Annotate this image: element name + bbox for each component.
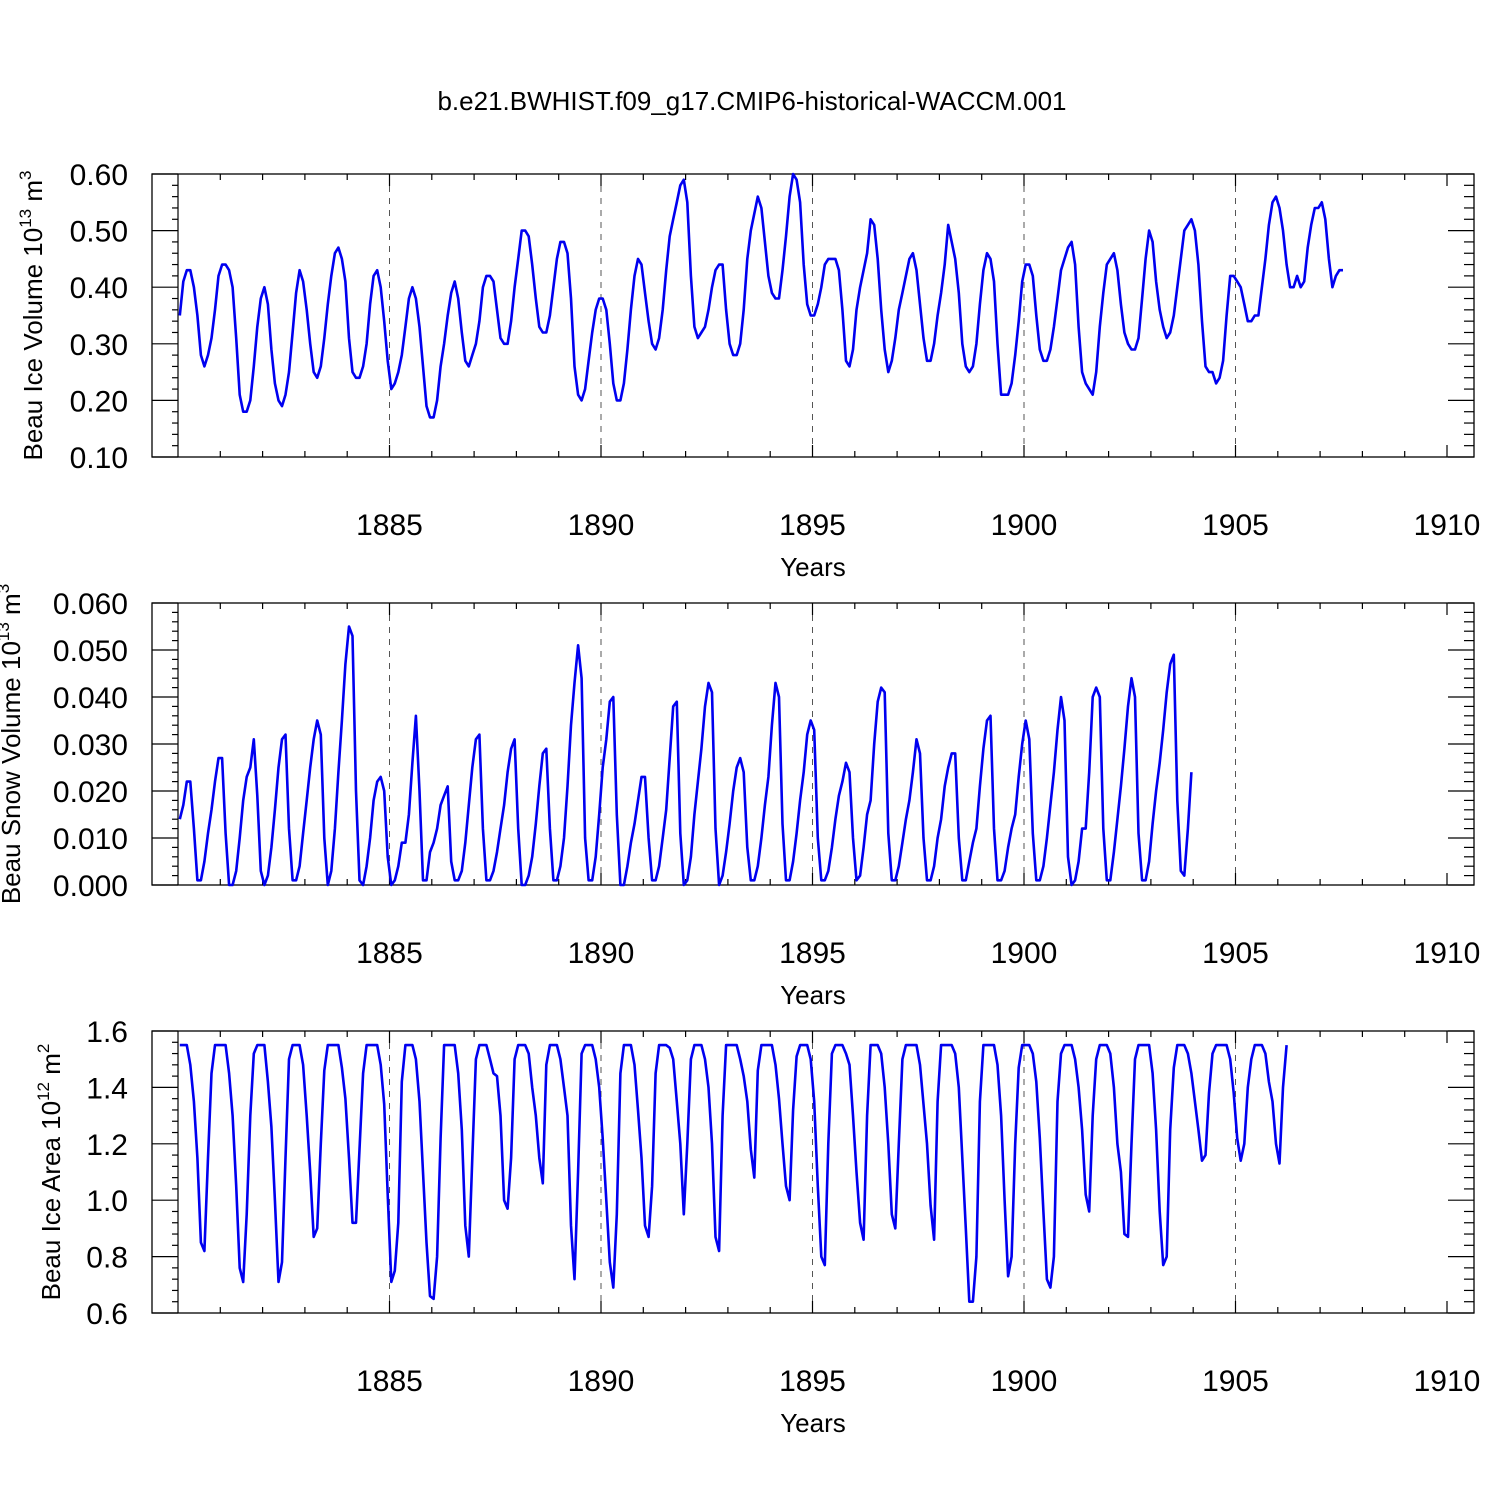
x-axis-title: Years [780, 980, 846, 1010]
series-line-ice-area [179, 1043, 1288, 1303]
plot-frame [151, 173, 1475, 458]
y-tick-label: 0.000 [53, 870, 128, 903]
x-tick-label: 1885 [356, 509, 423, 542]
y-tick-label: 0.010 [53, 823, 128, 856]
x-tick-label: 1910 [1414, 937, 1481, 970]
y-tick-label: 1.4 [86, 1072, 128, 1105]
x-tick-label: 1900 [991, 937, 1058, 970]
x-tick-label: 1900 [991, 1365, 1058, 1398]
x-tick-label: 1905 [1202, 509, 1269, 542]
y-tick-label: 0.40 [70, 272, 128, 305]
x-axis-title: Years [780, 1408, 846, 1438]
plot-frame [151, 602, 1475, 886]
x-tick-label: 1885 [356, 1365, 423, 1398]
y-tick-label: 0.060 [53, 588, 128, 621]
x-tick-label: 1890 [568, 937, 635, 970]
snow-volume-panel: 0.000 0.010 0.020 0.030 0.040 0.050 0.060 1885 1… [0, 584, 1480, 1010]
y-tick-label: 0.6 [86, 1298, 128, 1331]
figure-title: b.e21.BWHIST.f09_g17.CMIP6-historical-WA… [437, 86, 1066, 116]
y-axis-title: Beau Ice Volume 1013 m3 [16, 171, 48, 461]
x-tick-label: 1910 [1414, 1365, 1481, 1398]
series-line-ice-volume [178, 172, 1343, 419]
x-tick-label: 1890 [568, 1365, 635, 1398]
x-tick-label: 1895 [779, 937, 846, 970]
y-tick-label: 0.50 [70, 216, 128, 249]
y-tick-label: 0.050 [53, 635, 128, 668]
x-tick-label: 1895 [779, 1365, 846, 1398]
y-axis-title: Beau Snow Volume 1013 m3 [0, 584, 26, 904]
x-tick-label: 1895 [779, 509, 846, 542]
x-axis-title: Years [780, 552, 846, 582]
x-tick-label: 1910 [1414, 509, 1481, 542]
x-tick-label: 1885 [356, 937, 423, 970]
ice-area-panel: 0.6 0.8 1.0 1.2 1.4 1.6 1885 1890 1895 1900 1905 19… [34, 1016, 1480, 1438]
plot-frame [151, 1030, 1475, 1314]
y-tick-label: 0.10 [70, 442, 128, 475]
y-tick-label: 0.30 [70, 329, 128, 362]
y-tick-label: 1.6 [86, 1016, 128, 1049]
y-tick-label: 0.030 [53, 729, 128, 762]
y-tick-label: 1.2 [86, 1129, 128, 1162]
y-tick-label: 0.8 [86, 1242, 128, 1275]
x-tick-label: 1890 [568, 509, 635, 542]
y-tick-label: 0.60 [70, 159, 128, 192]
x-tick-label: 1905 [1202, 937, 1269, 970]
x-tick-label: 1900 [991, 509, 1058, 542]
series-line-snow-volume [178, 625, 1193, 887]
ice-volume-panel: 0.10 0.20 0.30 0.40 0.50 0.60 1885 1890 1895 1900… [16, 159, 1480, 582]
x-tick-label: 1905 [1202, 1365, 1269, 1398]
y-tick-label: 1.0 [86, 1185, 128, 1218]
y-tick-label: 0.040 [53, 682, 128, 715]
y-tick-label: 0.020 [53, 776, 128, 809]
y-tick-label: 0.20 [70, 385, 128, 418]
y-axis-title: Beau Ice Area 1012 m2 [34, 1044, 66, 1301]
